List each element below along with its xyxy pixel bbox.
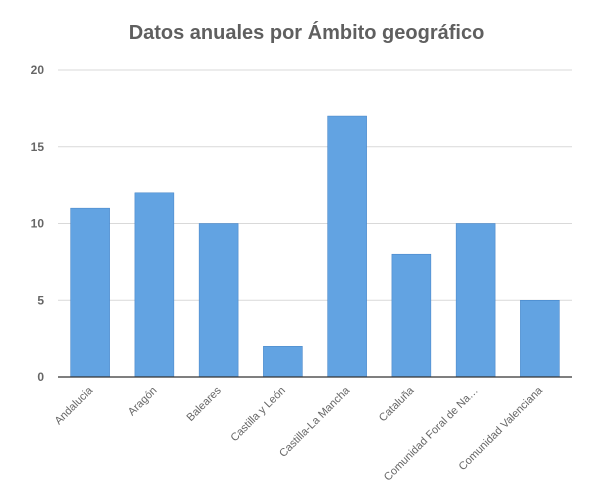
x-axis-ticks: Andalucia Aragón Baleares Castilla y LeónCa… — [53, 384, 546, 483]
y-tick-label: 10 — [31, 217, 45, 231]
bars — [70, 115, 560, 378]
bar — [391, 253, 432, 378]
x-tick-label: Aragón — [126, 385, 160, 419]
bar — [455, 223, 496, 378]
bar — [70, 207, 110, 378]
y-tick-label: 0 — [37, 370, 44, 384]
bar — [263, 346, 303, 378]
x-tick-label: Castilla-La Mancha — [277, 384, 353, 460]
x-tick-label: Andalucia — [53, 384, 96, 427]
x-tick-label: Cataluña — [377, 384, 417, 424]
y-tick-label: 15 — [31, 140, 45, 154]
bar — [198, 223, 239, 378]
bar — [520, 300, 560, 378]
bar — [327, 115, 367, 378]
bar — [134, 192, 175, 378]
y-tick-label: 20 — [31, 63, 45, 77]
chart-title: Datos anuales por Ámbito geográfico — [128, 22, 485, 44]
x-tick-label: Castilla y León — [228, 385, 288, 445]
y-tick-label: 5 — [37, 293, 44, 307]
y-axis-ticks: 0 5 10 15 20 — [31, 63, 45, 384]
x-tick-label: Baleares — [185, 384, 225, 424]
